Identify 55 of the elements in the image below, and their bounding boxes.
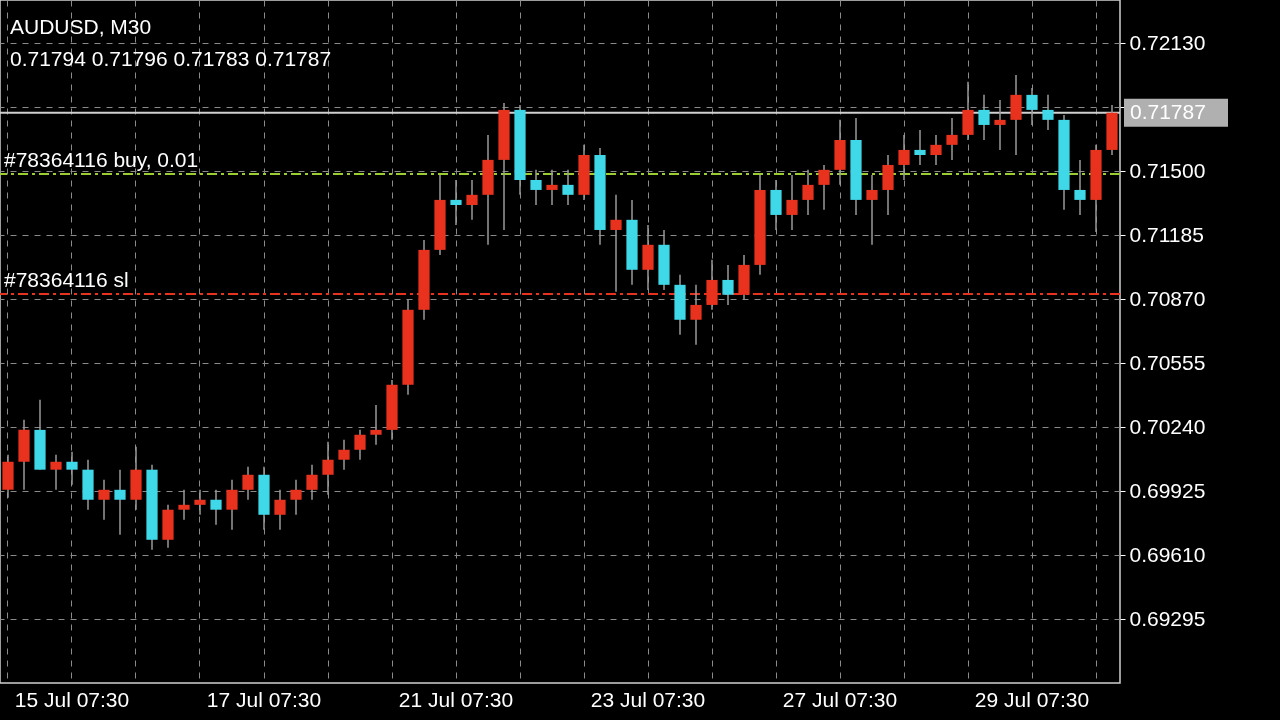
candlestick — [450, 179, 462, 226]
y-tick-label: 0.69295 — [1129, 606, 1206, 630]
candlestick — [946, 117, 958, 161]
candlestick — [66, 451, 78, 486]
candlestick — [1042, 94, 1054, 131]
ref-line-label: #78364116 sl — [4, 267, 129, 291]
ref-line-label: 0.71787 — [1130, 99, 1206, 123]
y-tick-label: 0.70240 — [1129, 414, 1206, 438]
candlestick — [1026, 87, 1038, 126]
candlestick — [866, 174, 878, 246]
text: 0.71794 0.71796 0.71783 0.71787 — [10, 47, 332, 70]
x-tick-label: 23 Jul 07:30 — [590, 687, 706, 711]
y-tick-label: 0.71500 — [1129, 158, 1206, 182]
candlestick — [210, 489, 222, 526]
y-tick-label: 0.70555 — [1129, 350, 1206, 374]
y-tick-label: 0.70870 — [1129, 286, 1206, 310]
candlestick — [338, 439, 350, 471]
x-tick-label: 27 Jul 07:30 — [782, 687, 898, 711]
candlestick — [930, 134, 942, 166]
candlestick — [994, 99, 1006, 151]
candlestick — [546, 169, 558, 206]
candlestick — [50, 454, 62, 491]
candlestick — [306, 464, 318, 501]
y-tick-label: 0.71185 — [1129, 222, 1204, 246]
candlestick — [370, 404, 382, 446]
candlestick — [322, 441, 334, 496]
candlestick — [562, 169, 574, 206]
x-tick-label: 29 Jul 07:30 — [974, 687, 1090, 711]
candlestick — [802, 169, 814, 216]
candlestick — [178, 489, 190, 521]
candlestick — [978, 94, 990, 141]
candlestick — [530, 169, 542, 206]
candlestick — [466, 179, 478, 221]
ref-line-label: #78364116 buy, 0.01 — [4, 148, 199, 172]
candlestick — [194, 489, 206, 516]
candlestick — [818, 164, 830, 211]
candlestick — [914, 129, 926, 166]
candlestick — [114, 468, 126, 536]
candlestick — [1074, 159, 1086, 216]
x-tick-label: 21 Jul 07:30 — [398, 687, 514, 711]
candlestick — [226, 479, 238, 531]
candlestick — [722, 264, 734, 306]
candlestick — [290, 479, 302, 516]
x-tick-label: 15 Jul 07:30 — [14, 687, 130, 711]
candlestick — [786, 174, 798, 231]
y-tick-label: 0.72130 — [1129, 30, 1206, 54]
candlestick — [98, 479, 110, 521]
y-tick-label: 0.69610 — [1129, 542, 1206, 566]
x-tick-label: 17 Jul 07:30 — [206, 687, 322, 711]
y-tick-label: 0.69925 — [1129, 478, 1206, 502]
candlestick — [898, 134, 910, 181]
candlestick — [274, 489, 286, 531]
candlestick — [242, 466, 254, 501]
text: AUDUSD, M30 — [10, 15, 152, 38]
candlestick — [354, 429, 366, 461]
